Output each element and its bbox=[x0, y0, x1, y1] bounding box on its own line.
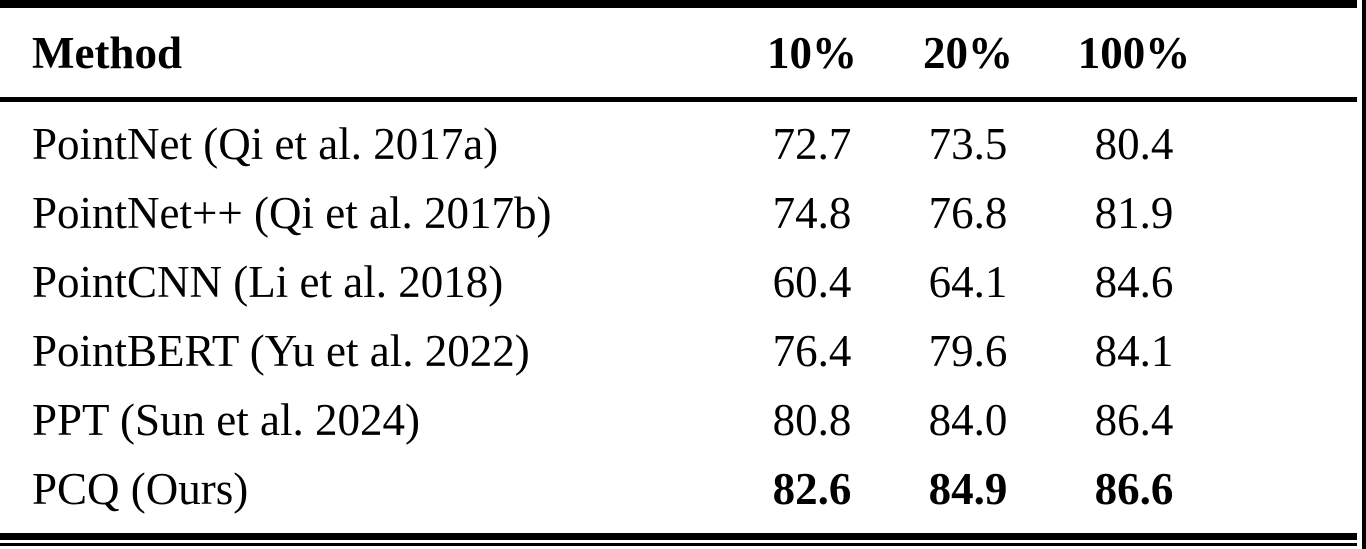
table-row-ours: PCQ (Ours) 82.6 84.9 86.6 bbox=[0, 455, 1357, 524]
column-header-10pct: 10% bbox=[767, 27, 857, 78]
table-header-row: Method 10% 20% 100% bbox=[0, 8, 1357, 102]
table-row: PointBERT (Yu et al. 2022) 76.4 79.6 84.… bbox=[0, 317, 1357, 386]
method-cell: PointNet++ (Qi et al. 2017b) bbox=[32, 188, 552, 238]
value-cell-20pct: 79.6 bbox=[928, 326, 1008, 376]
row-spacer bbox=[1222, 317, 1357, 386]
value-cell-10pct: 60.4 bbox=[772, 257, 852, 307]
value-cell-10pct: 80.8 bbox=[772, 395, 852, 445]
method-cell: PCQ (Ours) bbox=[32, 464, 249, 514]
method-cell: PointBERT (Yu et al. 2022) bbox=[32, 326, 530, 376]
bottom-rule-thin bbox=[0, 543, 1357, 546]
value-cell-20pct: 64.1 bbox=[928, 257, 1008, 307]
value-cell-10pct: 82.6 bbox=[772, 464, 852, 514]
table-body: PointNet (Qi et al. 2017a) 72.7 73.5 80.… bbox=[0, 102, 1357, 533]
row-spacer bbox=[1222, 455, 1357, 524]
value-cell-100pct: 84.6 bbox=[1094, 257, 1174, 307]
row-spacer bbox=[1222, 110, 1357, 179]
value-cell-20pct: 76.8 bbox=[928, 188, 1008, 238]
value-cell-100pct: 86.4 bbox=[1094, 395, 1174, 445]
value-cell-10pct: 76.4 bbox=[772, 326, 852, 376]
value-cell-100pct: 80.4 bbox=[1094, 119, 1174, 169]
value-cell-10pct: 74.8 bbox=[772, 188, 852, 238]
value-cell-100pct: 86.6 bbox=[1094, 464, 1174, 514]
column-header-method: Method bbox=[32, 27, 182, 78]
value-cell-10pct: 72.7 bbox=[772, 119, 852, 169]
method-cell: PointNet (Qi et al. 2017a) bbox=[32, 119, 499, 169]
table-row: PointNet (Qi et al. 2017a) 72.7 73.5 80.… bbox=[0, 110, 1357, 179]
value-cell-20pct: 73.5 bbox=[928, 119, 1008, 169]
value-cell-20pct: 84.9 bbox=[928, 464, 1008, 514]
value-cell-100pct: 81.9 bbox=[1094, 188, 1174, 238]
right-edge-stripe bbox=[1362, 0, 1366, 549]
row-spacer bbox=[1222, 179, 1357, 248]
bottom-rule-thick bbox=[0, 533, 1357, 540]
column-header-20pct: 20% bbox=[923, 27, 1013, 78]
bottom-rule-gap bbox=[0, 540, 1357, 543]
value-cell-20pct: 84.0 bbox=[928, 395, 1008, 445]
method-cell: PPT (Sun et al. 2024) bbox=[32, 395, 420, 445]
method-cell: PointCNN (Li et al. 2018) bbox=[32, 257, 504, 307]
table-row: PointCNN (Li et al. 2018) 60.4 64.1 84.6 bbox=[0, 248, 1357, 317]
table-row: PPT (Sun et al. 2024) 80.8 84.0 86.4 bbox=[0, 386, 1357, 455]
row-spacer bbox=[1222, 248, 1357, 317]
column-header-100pct: 100% bbox=[1077, 27, 1191, 78]
table-row: PointNet++ (Qi et al. 2017b) 74.8 76.8 8… bbox=[0, 179, 1357, 248]
row-spacer bbox=[1222, 386, 1357, 455]
value-cell-100pct: 84.1 bbox=[1094, 326, 1174, 376]
